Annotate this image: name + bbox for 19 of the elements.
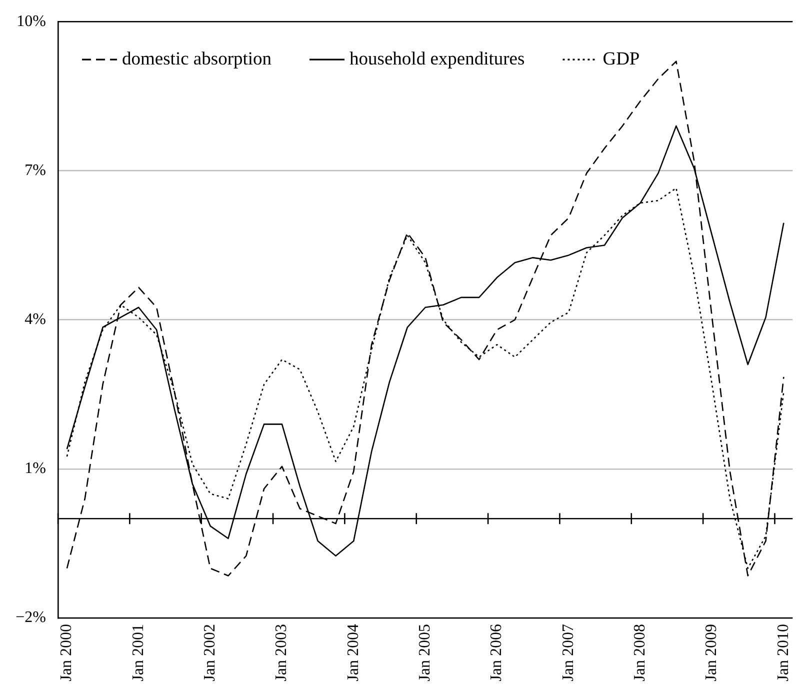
legend-label: household expenditures	[350, 49, 525, 70]
y-tick-label: 4%	[24, 311, 46, 328]
x-tick-label: Jan 2003	[273, 624, 290, 682]
x-tick-label: Jan 2002	[202, 624, 219, 682]
y-tick-label: −2%	[16, 609, 46, 626]
y-tick-label: 10%	[16, 12, 46, 30]
legend-label: GDP	[602, 49, 640, 70]
x-tick-label: Jan 2007	[560, 624, 577, 682]
x-tick-label: Jan 2005	[416, 624, 434, 682]
x-tick-label: Jan 2001	[130, 624, 147, 682]
x-tick-label: Jan 2006	[488, 624, 506, 682]
x-tick-label: Jan 2000	[58, 624, 76, 682]
legend-label: domestic absorption	[122, 49, 272, 70]
y-tick-label: 7%	[24, 162, 46, 179]
x-tick-label: Jan 2010	[774, 624, 792, 682]
y-tick-label: 1%	[24, 460, 46, 478]
x-tick-label: Jan 2009	[703, 624, 720, 682]
x-tick-label: Jan 2008	[632, 624, 649, 682]
x-tick-label: Jan 2004	[344, 624, 362, 682]
